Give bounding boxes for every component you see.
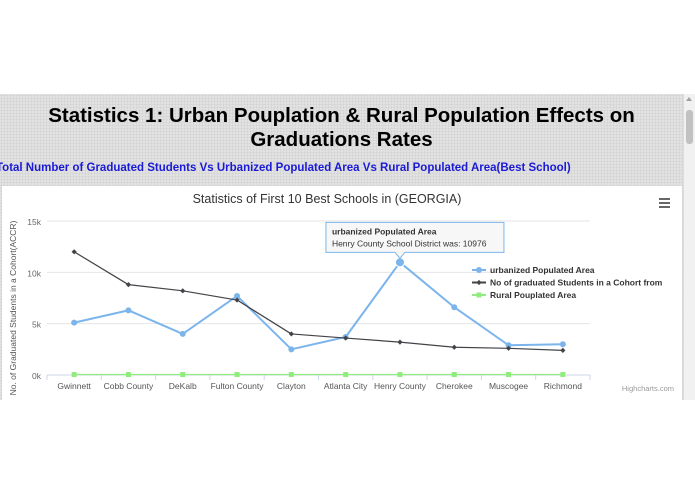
data-point[interactable] [180, 288, 186, 294]
data-point[interactable] [559, 341, 566, 348]
data-point[interactable] [451, 304, 458, 311]
data-point[interactable] [71, 249, 77, 255]
x-tick-label: DeKalb [169, 381, 197, 391]
data-point[interactable] [560, 371, 566, 377]
data-point[interactable] [180, 371, 186, 377]
data-point[interactable] [71, 319, 78, 326]
data-point[interactable] [288, 371, 294, 377]
scroll-thumb[interactable] [686, 110, 693, 144]
legend-symbol-marker[interactable] [476, 267, 482, 273]
data-point[interactable] [506, 371, 512, 377]
x-tick-label: Atlanta City [324, 381, 368, 391]
scroll-up-arrow-icon[interactable] [686, 97, 692, 101]
y-tick-label: 5k [32, 320, 42, 330]
chart-container: Statistics of First 10 Best Schools in (… [2, 186, 682, 400]
data-point[interactable] [71, 371, 77, 377]
data-point[interactable] [125, 282, 132, 288]
data-point[interactable] [125, 307, 132, 314]
x-tick-label: Fulton County [211, 381, 265, 391]
data-point[interactable] [179, 330, 186, 337]
legend-symbol-marker[interactable] [476, 279, 482, 286]
chart-title: Statistics of First 10 Best Schools in (… [193, 192, 462, 206]
legend-symbol-marker[interactable] [476, 292, 482, 298]
data-point[interactable] [234, 292, 241, 299]
vertical-scrollbar[interactable] [683, 94, 695, 400]
legend-item-label[interactable]: No of graduated Students in a Cohort fro… [490, 278, 663, 288]
x-tick-label: Henry County [374, 381, 427, 391]
tooltip-box [325, 221, 505, 260]
data-point[interactable] [560, 347, 566, 353]
legend-item-label[interactable]: urbanized Populated Area [490, 265, 595, 275]
x-tick-label: Clayton [277, 381, 306, 391]
series-line-1 [73, 251, 563, 351]
y-tick-label: 15k [27, 217, 41, 227]
page-subtitle: Total Number of Graduated Students Vs Ur… [0, 162, 571, 174]
hamburger-menu-icon[interactable] [659, 198, 670, 208]
data-point[interactable] [397, 339, 403, 345]
series-line-0 [73, 261, 563, 351]
y-tick-label: 0k [32, 371, 42, 381]
legend-item-label[interactable]: Rural Pouplated Area [490, 290, 576, 300]
data-point[interactable] [343, 335, 349, 341]
x-tick-label: Richmond [544, 381, 583, 391]
data-point[interactable] [343, 371, 349, 377]
data-point[interactable] [451, 344, 457, 350]
tooltip-title: urbanized Populated Area [332, 226, 437, 236]
x-tick-label: Cobb County [104, 381, 154, 391]
x-tick-label: Cherokee [436, 381, 473, 391]
data-point[interactable] [288, 346, 295, 353]
x-tick-label: Muscogee [489, 381, 528, 391]
y-axis-title: No. of Graduated Students in a Cohort(AC… [8, 220, 18, 395]
line-chart: Statistics of First 10 Best Schools in (… [8, 192, 674, 395]
data-point[interactable] [394, 257, 405, 268]
data-point[interactable] [234, 371, 240, 377]
credits-link[interactable]: Highcharts.com [622, 384, 674, 393]
y-tick-label: 10k [27, 268, 41, 278]
data-point[interactable] [451, 371, 457, 377]
data-point[interactable] [397, 371, 403, 377]
data-point[interactable] [125, 371, 131, 377]
page-title: Statistics 1: Urban Pouplation & Rural P… [48, 104, 635, 151]
page-body: Statistics 1: Urban Pouplation & Rural P… [0, 94, 695, 400]
data-point[interactable] [505, 342, 512, 349]
tooltip-text: Henry County School District was: 10976 [332, 238, 487, 248]
x-tick-label: Gwinnett [57, 381, 91, 391]
